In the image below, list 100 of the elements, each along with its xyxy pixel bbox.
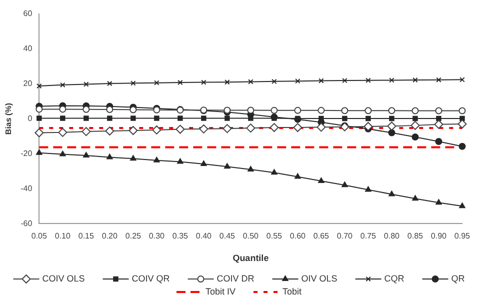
point: [364, 107, 372, 114]
point: [316, 122, 326, 132]
point: [412, 116, 418, 122]
x-tick-label: 0.90: [430, 232, 448, 241]
point: [293, 123, 302, 132]
point: [154, 156, 160, 162]
x-tick-label: 0.35: [172, 232, 189, 241]
point: [224, 163, 230, 169]
point: [154, 80, 160, 86]
point: [130, 116, 136, 121]
point: [436, 116, 442, 122]
point: [342, 78, 348, 84]
x-axis-title: Quantile: [232, 253, 269, 264]
point: [248, 79, 254, 84]
point: [365, 186, 372, 192]
x-tick-label: 0.55: [266, 232, 283, 241]
point: [435, 138, 442, 146]
x-tick-label: 0.70: [336, 232, 354, 241]
point: [458, 107, 466, 114]
x-tick-label: 0.45: [219, 232, 236, 241]
x-tick-label: 0.20: [102, 232, 118, 241]
point: [84, 82, 89, 87]
x-tick-label: 0.30: [148, 232, 166, 241]
point: [130, 106, 137, 114]
x-tick-label: 0.10: [54, 232, 71, 241]
y-tick-label: -40: [20, 184, 33, 193]
point: [270, 123, 279, 132]
point: [294, 173, 301, 179]
x-tick-label: 0.85: [407, 232, 424, 241]
point: [387, 122, 396, 131]
point: [342, 182, 348, 188]
point: [178, 80, 183, 86]
x-tick-label: 0.50: [242, 232, 260, 241]
point: [436, 199, 442, 205]
point: [366, 116, 371, 122]
point: [389, 78, 394, 83]
point: [36, 83, 42, 89]
legend-label: Tobit: [282, 286, 302, 296]
point: [34, 128, 44, 138]
point: [247, 106, 254, 114]
x-tick-label: 0.25: [125, 232, 142, 241]
point: [200, 160, 207, 166]
point: [60, 150, 66, 156]
point: [248, 166, 254, 172]
point: [106, 154, 113, 160]
y-axis-title: Bias (%): [4, 102, 14, 135]
legend-label: COIV DR: [216, 273, 255, 284]
x-tick-label: 0.65: [313, 232, 330, 241]
point: [107, 116, 112, 121]
point: [388, 107, 396, 114]
point: [154, 116, 160, 121]
point: [177, 158, 184, 164]
point: [410, 120, 420, 130]
point: [201, 80, 206, 85]
legend-label: COIV OLS: [42, 273, 85, 284]
x-tick-label: 0.80: [384, 232, 400, 241]
point: [82, 127, 91, 136]
point: [342, 116, 348, 122]
legend-label: Tobit IV: [205, 286, 236, 296]
point: [60, 82, 66, 88]
point: [130, 155, 136, 161]
y-tick-label: -20: [20, 148, 33, 158]
point: [435, 107, 442, 114]
legend-label: QR: [451, 273, 466, 284]
point: [434, 120, 444, 129]
point: [318, 78, 324, 84]
point: [82, 106, 90, 113]
point: [272, 78, 277, 84]
point: [318, 106, 325, 114]
point: [84, 116, 89, 121]
x-tick-label: 0.05: [31, 232, 48, 241]
point: [389, 116, 394, 122]
point: [364, 122, 373, 131]
x-tick-label: 0.60: [290, 232, 306, 241]
point: [295, 78, 300, 84]
point: [412, 107, 419, 114]
point: [199, 124, 208, 134]
x-tick-label: 0.75: [360, 232, 377, 241]
point: [106, 106, 114, 114]
point: [318, 177, 324, 183]
point: [107, 80, 112, 86]
point: [222, 124, 232, 134]
y-tick-label: 60: [23, 9, 33, 18]
point: [388, 190, 395, 196]
point: [176, 124, 185, 134]
point: [459, 202, 466, 208]
point: [458, 120, 467, 129]
x-tick-label: 0.40: [196, 232, 212, 241]
x-tick-label: 0.15: [78, 232, 94, 241]
x-tick-label: 0.95: [454, 232, 471, 241]
point: [246, 124, 256, 133]
point: [458, 142, 466, 150]
point: [201, 116, 206, 121]
point: [412, 77, 418, 83]
point: [130, 80, 136, 86]
point: [271, 169, 278, 175]
legend-label: OIV OLS: [301, 273, 338, 284]
point: [294, 106, 302, 114]
point: [366, 78, 371, 83]
point: [36, 116, 42, 121]
